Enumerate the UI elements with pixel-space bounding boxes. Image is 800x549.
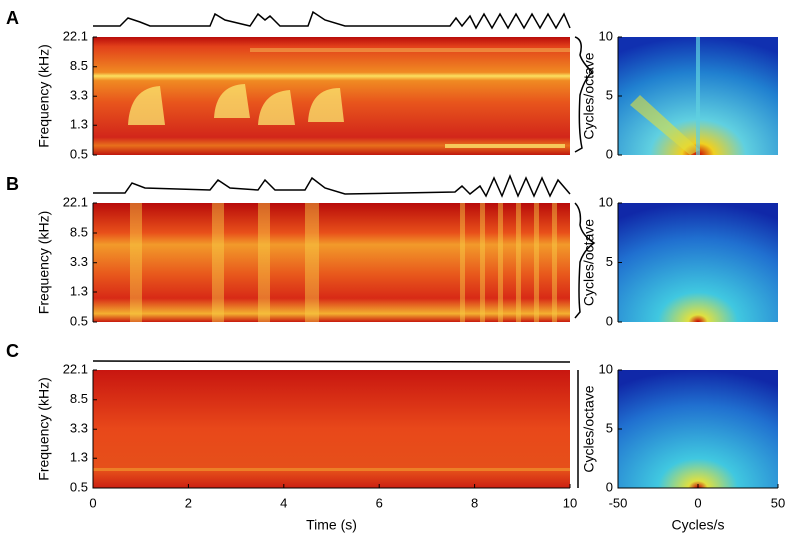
y-axis-label: Cycles/octave <box>581 219 597 306</box>
y-axis-label: Frequency (kHz) <box>36 211 52 314</box>
y-tick-label: 5 <box>606 87 613 102</box>
modulation-features <box>630 95 700 155</box>
x-tick-label: 8 <box>471 495 478 510</box>
x-tick-label: 0 <box>694 495 701 510</box>
y-tick-label: 8.5 <box>70 58 88 73</box>
y-tick-label: 3.3 <box>70 421 88 436</box>
y-tick-label: 10 <box>599 28 613 43</box>
envelopes <box>92 10 596 488</box>
x-tick-label: 2 <box>185 495 192 510</box>
x-tick-label: 6 <box>376 495 383 510</box>
y-axis-label: Frequency (kHz) <box>36 44 52 147</box>
spectrogram-features <box>130 203 557 322</box>
y-tick-label: 1.3 <box>70 117 88 132</box>
y-tick-label: 22.1 <box>63 361 88 376</box>
x-tick-label: -50 <box>609 495 628 510</box>
panel-label: C <box>6 341 19 361</box>
y-axis-label: Cycles/octave <box>581 52 597 139</box>
modulation-image <box>618 203 778 322</box>
spectrogram-image <box>93 203 570 322</box>
y-tick-label: 0 <box>606 479 613 494</box>
y-tick-label: 10 <box>599 361 613 376</box>
y-axis-label: Cycles/octave <box>581 385 597 472</box>
panel-label: B <box>6 174 19 194</box>
y-tick-label: 5 <box>606 420 613 435</box>
y-tick-label: 3.3 <box>70 88 88 103</box>
y-tick-label: 22.1 <box>63 194 88 209</box>
x-tick-label: 50 <box>771 495 785 510</box>
x-tick-label: 4 <box>280 495 287 510</box>
y-tick-label: 1.3 <box>70 283 88 298</box>
y-tick-label: 1.3 <box>70 450 88 465</box>
modulation-features <box>696 37 700 155</box>
x-tick-label: 10 <box>563 495 577 510</box>
panel-label: A <box>6 8 19 28</box>
y-axis-label: Frequency (kHz) <box>36 377 52 480</box>
y-tick-label: 0 <box>606 146 613 161</box>
y-tick-label: 0.5 <box>70 479 88 494</box>
y-tick-label: 0.5 <box>70 313 88 328</box>
y-tick-label: 0.5 <box>70 146 88 161</box>
x-axis-label: Cycles/s <box>672 517 725 533</box>
y-tick-label: 8.5 <box>70 224 88 239</box>
y-tick-label: 5 <box>606 254 613 269</box>
y-tick-label: 8.5 <box>70 391 88 406</box>
spectrogram-features <box>128 48 570 148</box>
y-tick-label: 3.3 <box>70 254 88 269</box>
spectrogram-features <box>93 468 570 471</box>
y-tick-label: 22.1 <box>63 28 88 43</box>
x-tick-label: 0 <box>89 495 96 510</box>
y-tick-label: 0 <box>606 313 613 328</box>
x-axis-label: Time (s) <box>306 517 357 533</box>
y-tick-label: 10 <box>599 194 613 209</box>
modulation-image <box>618 370 778 488</box>
